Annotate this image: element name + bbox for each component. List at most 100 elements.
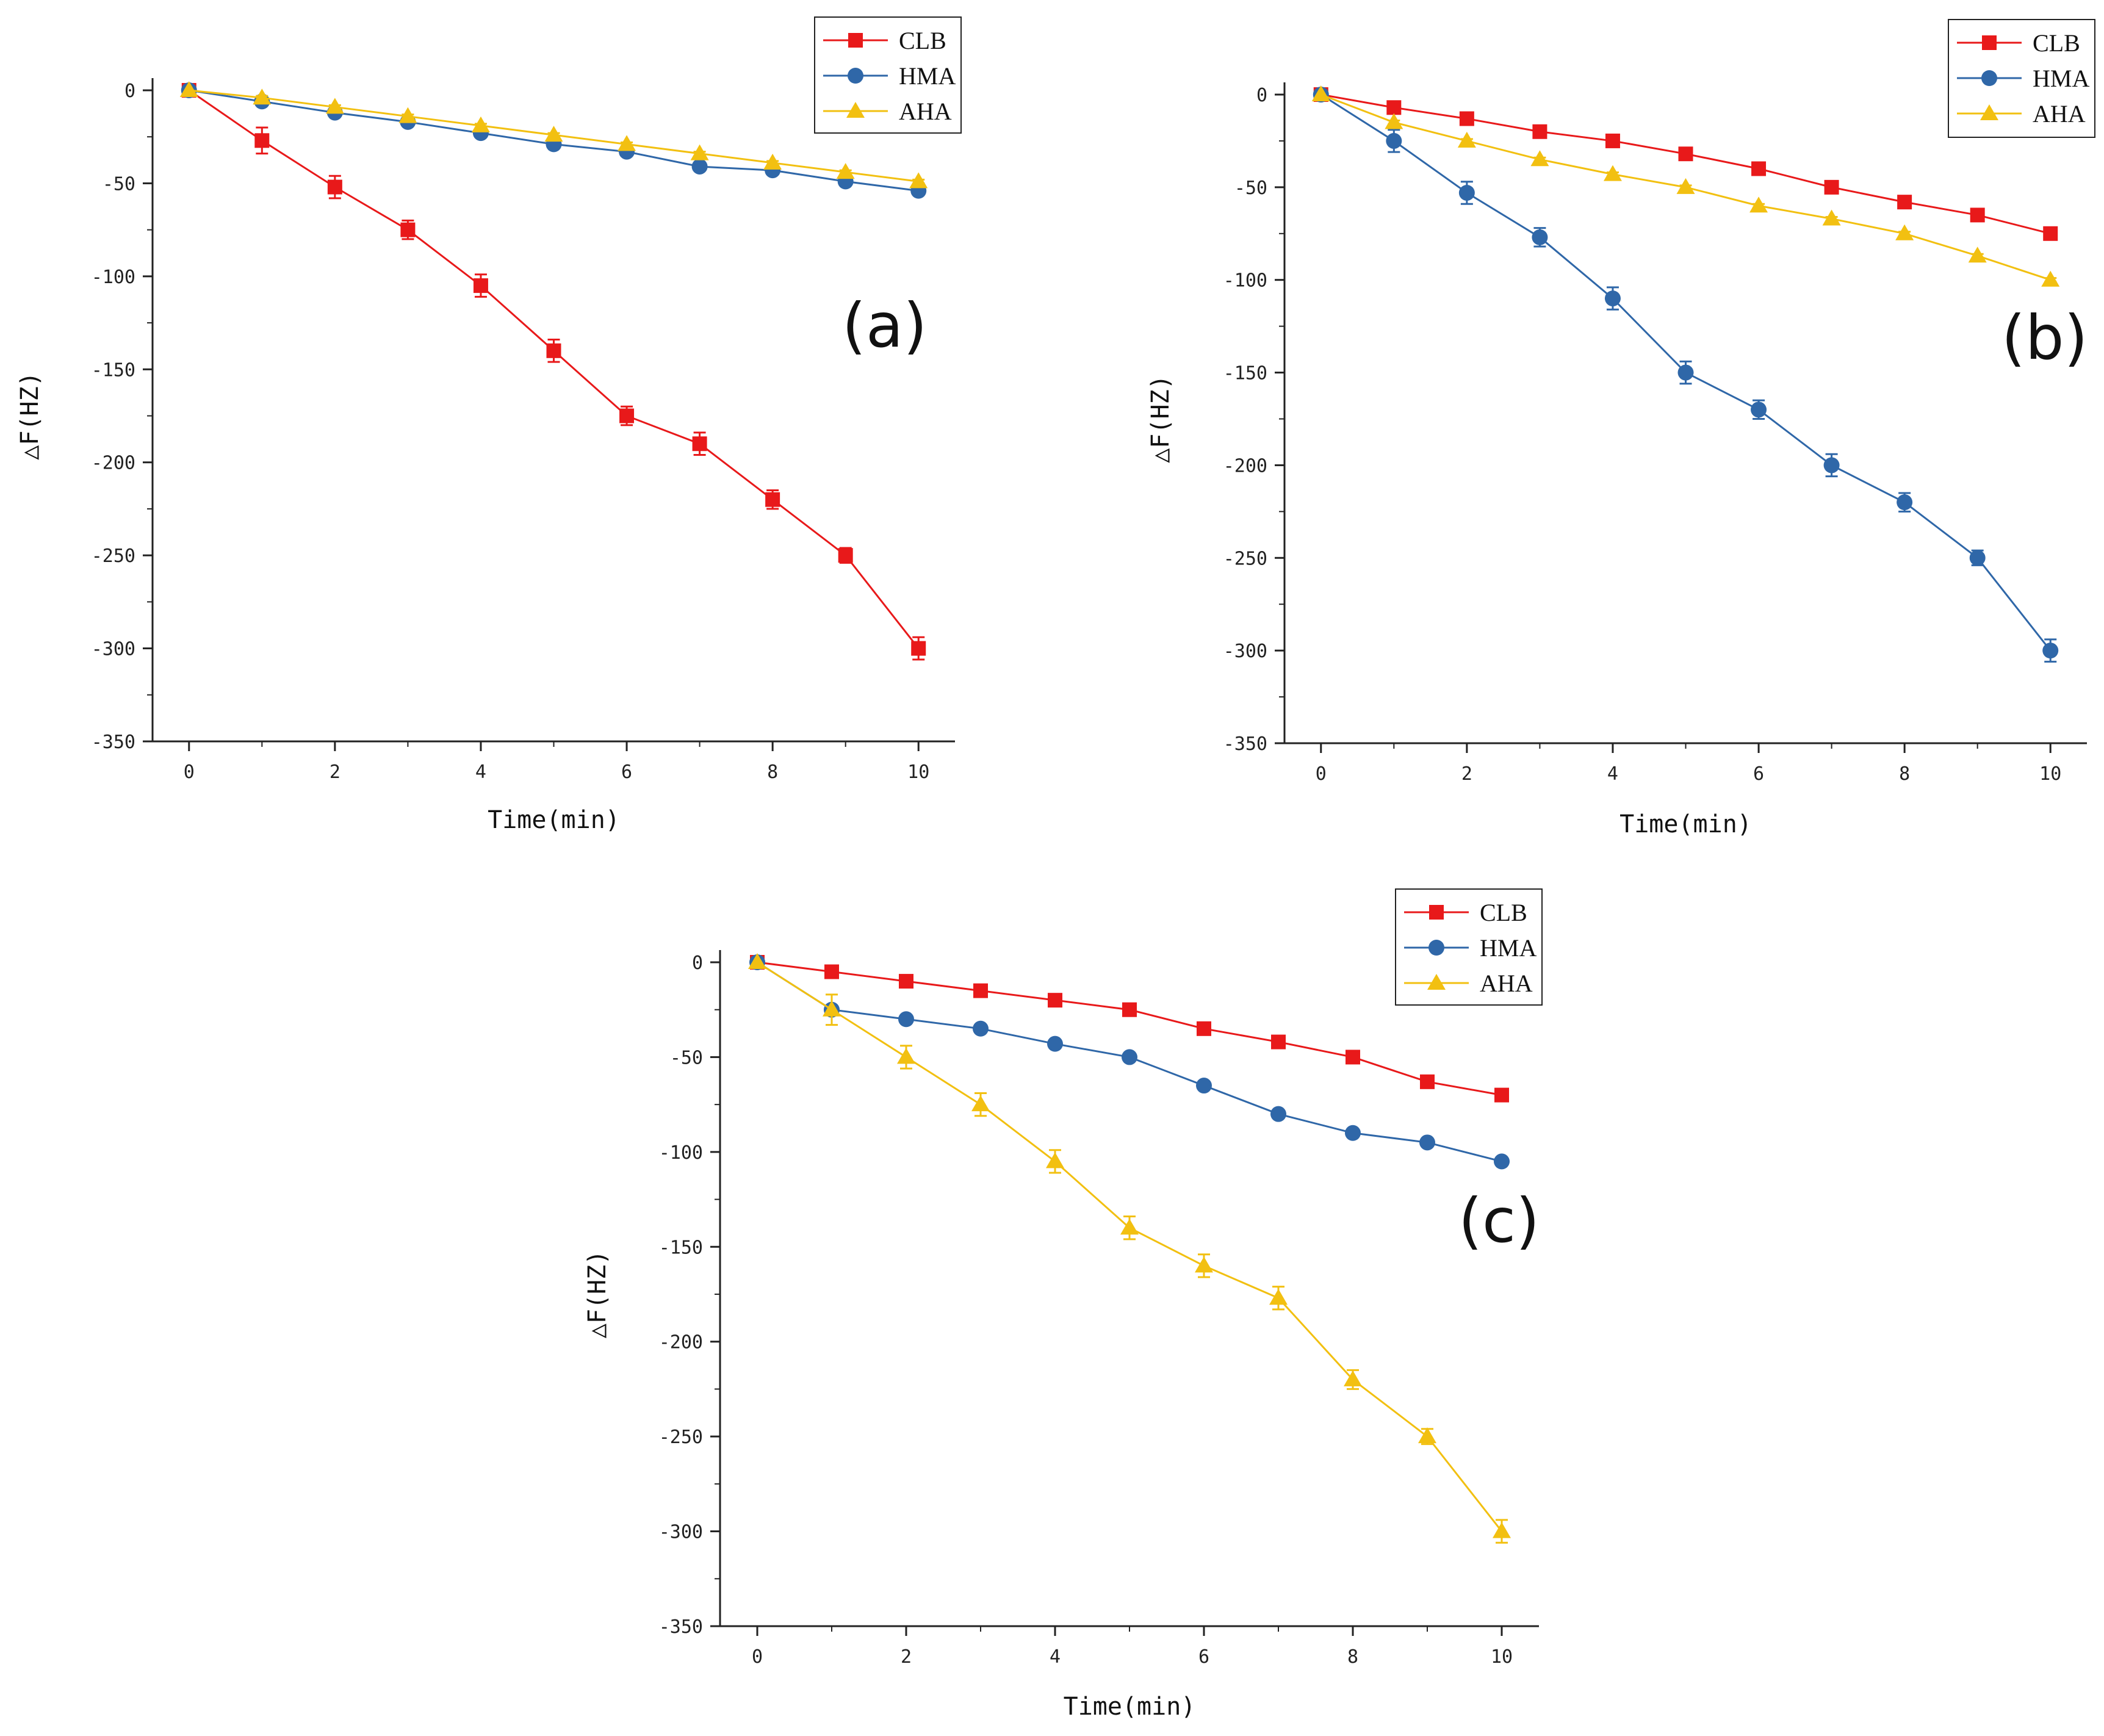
data-point	[1603, 165, 1622, 181]
data-point	[1345, 1125, 1361, 1141]
data-point	[836, 163, 855, 179]
chart-panel-a: 0 -50 -100 -150 -200 -250 -300 -350 0 2 4 6 8 10 Time(…	[16, 16, 962, 834]
data-point	[254, 133, 270, 148]
x-tick-label: 6	[621, 762, 632, 783]
data-point	[748, 953, 766, 969]
y-tick-label: 0	[124, 81, 135, 102]
data-point	[909, 172, 928, 189]
x-tick-label: 10	[907, 762, 929, 783]
series-line	[1320, 93, 2051, 235]
y-axis-title: △F(HZ)	[1147, 375, 1175, 463]
y-tick-label: -300	[659, 1522, 703, 1543]
x-tick-label: 0	[184, 762, 195, 783]
x-tick-label: 10	[2039, 763, 2061, 785]
x-tick-label: 0	[1316, 763, 1327, 785]
data-point	[1344, 1370, 1362, 1386]
data-point	[898, 1011, 914, 1028]
legend-label: HMA	[2033, 65, 2089, 92]
y-tick-label: -150	[659, 1237, 703, 1258]
data-point	[1897, 494, 1913, 511]
data-point	[325, 98, 344, 114]
y-tick-label: 0	[692, 953, 703, 974]
series-line	[757, 961, 1503, 1532]
chart-panel-c: 0 -50 -100 -150 -200 -250 -300 -350 0 2 4 6 8 10 Time(…	[583, 888, 1543, 1721]
data-point	[1196, 1078, 1212, 1094]
data-point	[327, 179, 342, 195]
y-tick-label: -100	[1223, 270, 1267, 292]
legend-label: AHA	[899, 98, 952, 125]
series-line	[188, 89, 920, 649]
legend-marker	[1982, 35, 1997, 50]
data-point	[1970, 207, 1985, 223]
data-point	[1385, 113, 1403, 129]
data-point	[2042, 643, 2059, 659]
data-point	[1897, 195, 1912, 210]
y-tick-label: -250	[659, 1427, 703, 1448]
data-point	[1459, 111, 1474, 126]
legend-marker	[1980, 104, 1998, 120]
data-point	[1197, 1021, 1211, 1036]
data-point	[1532, 124, 1547, 139]
legend-marker	[848, 68, 863, 84]
data-point	[1311, 85, 1330, 101]
data-point	[1530, 150, 1549, 167]
data-point	[1269, 1289, 1288, 1305]
data-point	[1969, 550, 1986, 566]
legend-marker	[1427, 974, 1446, 990]
data-point	[838, 548, 853, 563]
x-tick-label: 4	[475, 762, 486, 783]
data-point	[1604, 290, 1621, 307]
y-tick-label: 0	[1256, 85, 1267, 106]
y-tick-label: -200	[1223, 455, 1267, 477]
data-point	[2041, 270, 2060, 287]
legend-label: HMA	[899, 62, 956, 90]
data-point	[1458, 184, 1475, 201]
y-tick-label: -200	[92, 453, 135, 474]
y-tick-label: -350	[1223, 733, 1267, 755]
data-point	[763, 153, 782, 170]
legend-marker	[848, 33, 863, 48]
data-point	[471, 116, 490, 132]
series-line	[757, 961, 1502, 1097]
data-point	[690, 144, 709, 160]
y-tick-label: -250	[92, 546, 135, 567]
data-point	[1494, 1087, 1509, 1103]
legend: CLB HMA AHA	[1948, 19, 2095, 138]
data-point	[1751, 161, 1767, 176]
data-point	[1749, 196, 1768, 213]
data-point	[398, 107, 417, 123]
y-tick-label: -300	[92, 639, 135, 660]
y-tick-label: -50	[103, 173, 135, 195]
legend-label: CLB	[2033, 29, 2080, 57]
x-tick-label: 8	[767, 762, 778, 783]
data-point	[1494, 1153, 1510, 1170]
data-point	[546, 343, 561, 358]
data-point	[1122, 1002, 1137, 1017]
data-point	[1420, 1074, 1435, 1089]
data-point	[1895, 224, 1914, 240]
y-tick-label: -350	[659, 1616, 703, 1638]
legend: CLB HMA AHA	[814, 16, 962, 134]
data-point	[1122, 1049, 1137, 1065]
data-point	[973, 983, 988, 998]
x-tick-label: 2	[1461, 763, 1472, 785]
data-point	[473, 278, 488, 294]
y-axis-title: △F(HZ)	[16, 372, 44, 460]
data-point	[823, 1000, 841, 1017]
data-point	[179, 81, 198, 97]
data-point	[691, 158, 708, 175]
y-tick-label: -50	[1234, 178, 1267, 199]
data-point	[897, 1048, 915, 1064]
x-tick-label: 8	[1347, 1646, 1358, 1668]
data-point	[824, 964, 839, 979]
data-point	[1046, 1152, 1064, 1169]
data-point	[1822, 209, 1841, 226]
y-tick-label: -100	[659, 1142, 703, 1164]
panel-label: (c)	[1458, 1185, 1540, 1256]
legend-marker	[1428, 940, 1444, 956]
x-axis-title: Time(min)	[1064, 1693, 1196, 1721]
legend-marker	[1981, 70, 1997, 86]
x-tick-label: 6	[1753, 763, 1764, 785]
data-point	[1823, 457, 1840, 474]
